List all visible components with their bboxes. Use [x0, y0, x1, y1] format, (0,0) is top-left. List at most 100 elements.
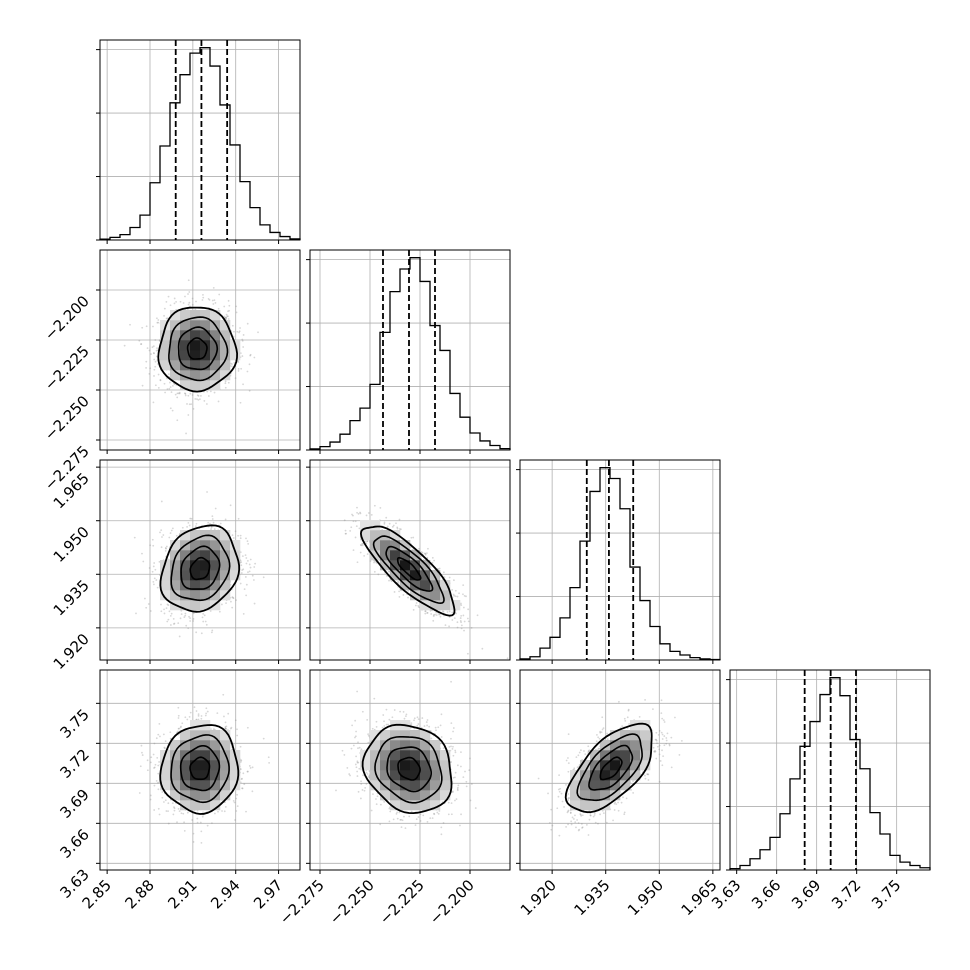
contour-line: [157, 306, 239, 393]
scatter-point: [447, 813, 450, 816]
scatter-point: [469, 799, 472, 802]
scatter-point: [678, 754, 681, 756]
scatter-point: [239, 537, 242, 540]
density-cell: [420, 560, 431, 571]
scatter-point: [205, 623, 208, 626]
scatter-point: [346, 767, 349, 769]
scatter-point: [653, 750, 656, 753]
density-cell: [380, 790, 391, 801]
scatter-point: [438, 810, 441, 812]
scatter-point: [251, 766, 254, 769]
scatter-point: [225, 313, 228, 316]
scatter-point: [141, 754, 144, 756]
scatter-point: [399, 818, 402, 821]
scatter-point: [242, 346, 245, 348]
scatter-point: [466, 652, 469, 655]
scatter-point: [420, 551, 423, 553]
scatter-point: [163, 314, 165, 317]
density-cell: [440, 600, 451, 611]
scatter-point: [152, 565, 155, 568]
density-cell: [420, 590, 431, 601]
scatter-point: [571, 816, 574, 819]
scatter-point: [388, 579, 390, 582]
scatter-point: [348, 773, 351, 775]
scatter-point: [638, 715, 641, 718]
scatter-point: [208, 298, 211, 301]
scatter-point: [366, 540, 369, 543]
scatter-point: [365, 514, 368, 517]
scatter-point: [177, 706, 180, 709]
scatter-point: [361, 789, 364, 791]
scatter-point: [388, 718, 391, 721]
scatter-point: [224, 727, 227, 730]
scatter-point: [159, 531, 161, 534]
scatter-point: [573, 767, 576, 770]
scatter-point: [211, 515, 214, 518]
scatter-point: [217, 400, 220, 403]
scatter-point: [456, 764, 459, 767]
scatter-point: [157, 807, 160, 810]
panel-frame: [99, 249, 301, 451]
scatter-point: [168, 610, 171, 613]
scatter-point: [149, 544, 152, 547]
density-cell: [640, 720, 651, 731]
density-cell: [230, 560, 241, 571]
scatter-point: [235, 311, 238, 314]
y-tick-label: 3.72: [56, 745, 92, 781]
scatter-point: [230, 600, 232, 603]
scatter-point: [247, 542, 250, 545]
scatter-point: [383, 800, 386, 803]
scatter-point: [227, 381, 230, 384]
density-cell: [180, 380, 191, 391]
scatter-point: [375, 803, 378, 806]
scatter-point: [460, 627, 463, 630]
scatter-point: [452, 727, 455, 729]
scatter-point: [361, 710, 364, 713]
scatter-point: [587, 750, 590, 753]
density-cell: [230, 350, 241, 361]
scatter-point: [413, 717, 416, 720]
scatter-point: [359, 543, 362, 546]
scatter-point: [175, 534, 178, 537]
scatter-point: [451, 589, 454, 591]
scatter-point: [165, 545, 168, 548]
scatter-point: [239, 401, 242, 404]
scatter-point: [177, 622, 180, 625]
scatter-point: [565, 783, 567, 786]
scatter-point: [359, 551, 362, 554]
scatter-point: [360, 783, 363, 785]
density-panel: [519, 669, 721, 871]
scatter-point: [373, 561, 375, 564]
scatter-point: [245, 537, 247, 540]
contour-line: [159, 524, 241, 613]
scatter-point: [661, 733, 664, 736]
scatter-point: [152, 544, 155, 547]
scatter-point: [244, 576, 247, 578]
density-cell: [410, 800, 421, 811]
density-cell: [180, 550, 191, 561]
scatter-point: [451, 791, 454, 793]
scatter-point: [658, 744, 661, 747]
density-cell: [440, 770, 451, 781]
scatter-point: [655, 738, 658, 741]
scatter-point: [218, 293, 221, 296]
scatter-point: [373, 560, 376, 562]
density-cell: [430, 750, 441, 761]
scatter-point: [232, 799, 235, 802]
scatter-point: [356, 506, 358, 509]
scatter-point: [144, 597, 146, 600]
scatter-point: [239, 327, 241, 329]
density-cell: [210, 330, 221, 341]
y-tick-label: 3.69: [56, 785, 92, 821]
scatter-point: [431, 561, 434, 564]
density-cell: [190, 570, 201, 581]
scatter-point: [169, 532, 172, 534]
density-cell: [580, 780, 591, 791]
scatter-point: [550, 808, 553, 811]
scatter-point: [244, 554, 247, 557]
density-cell: [180, 320, 191, 331]
scatter-point: [375, 720, 378, 723]
scatter-point: [149, 610, 152, 612]
contour-line: [180, 545, 221, 590]
scatter-point: [578, 751, 581, 754]
